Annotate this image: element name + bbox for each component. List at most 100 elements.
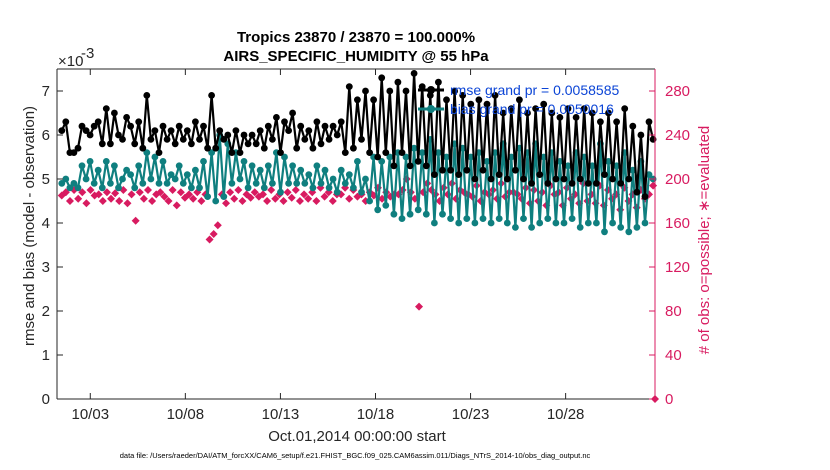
rmse-point (232, 127, 240, 134)
bias-point (544, 215, 552, 223)
rmse-point (374, 153, 382, 161)
rmse-point (609, 175, 616, 183)
rmse-point (366, 149, 373, 157)
rmse-point (86, 131, 94, 139)
bias-point (337, 166, 345, 174)
rmse-point (528, 180, 535, 187)
chart-subtitle: AIRS_SPECIFIC_HUMIDITY @ 55 hPa (223, 48, 489, 65)
rmse-point (94, 118, 102, 126)
y2-tick-label: 120 (665, 259, 690, 276)
rmse-point (135, 118, 143, 126)
obs-evaluated-marker (312, 197, 321, 205)
rmse-point (131, 140, 139, 148)
bias-point (123, 166, 130, 174)
rmse-point (354, 96, 361, 104)
bias-point (564, 162, 572, 170)
x-tick-label: 10/13 (262, 406, 300, 423)
bias-point (220, 193, 228, 201)
rmse-point (277, 149, 284, 157)
rmse-point (350, 144, 357, 152)
rmse-point (78, 122, 86, 130)
obs-evaluated-marker (209, 230, 218, 238)
legend-marker-bias (427, 105, 435, 113)
obs-evaluated-marker (279, 197, 288, 205)
obs-evaluated-marker (205, 235, 214, 244)
rmse-point (305, 127, 313, 134)
bias-point (418, 149, 426, 157)
obs-evaluated-marker (98, 197, 107, 205)
bias-point (358, 188, 365, 196)
obs-evaluated-marker (304, 194, 313, 203)
rmse-point (58, 127, 66, 134)
rmse-point (216, 127, 224, 134)
bias-point (455, 219, 463, 227)
obs-evaluated-marker (115, 197, 124, 205)
obs-evaluated-marker (156, 188, 165, 197)
bias-point (119, 175, 126, 183)
bias-point (183, 171, 191, 179)
bias-point (512, 224, 519, 231)
obs-evaluated-marker (295, 197, 304, 205)
rmse-point (297, 122, 305, 130)
rmse-point (179, 136, 187, 143)
obs-evaluated-marker (102, 188, 111, 197)
bias-point (333, 188, 341, 196)
rmse-point (503, 175, 511, 183)
rmse-point (516, 96, 523, 104)
rmse-point (471, 175, 479, 183)
bias-point (264, 162, 272, 170)
bias-point (236, 175, 244, 183)
bias-point (256, 166, 264, 174)
bias-point (188, 184, 195, 192)
rmse-point (621, 105, 629, 112)
rmse-point (613, 118, 620, 126)
obs-evaluated-marker (234, 186, 243, 194)
obs-evaluated-marker (135, 188, 144, 197)
rmse-point (475, 96, 483, 104)
bias-point (208, 149, 216, 157)
bias-point (447, 215, 454, 223)
rmse-point (512, 166, 519, 174)
rmse-point (212, 144, 220, 152)
bias-point (78, 162, 86, 170)
bias-point (479, 215, 487, 223)
rmse-point (617, 180, 625, 187)
rmse-point (309, 144, 317, 152)
rmse-point (119, 136, 126, 143)
rmse-point (641, 193, 649, 201)
bias-point (601, 228, 608, 236)
rmse-point (111, 109, 118, 117)
bias-point (398, 215, 406, 223)
bias-point (329, 175, 337, 183)
rmse-point (317, 140, 325, 148)
obs-evaluated-marker (74, 194, 83, 203)
rmse-point (487, 175, 495, 183)
rmse-point (459, 92, 467, 99)
rmse-point (139, 144, 147, 152)
bias-point (127, 171, 134, 179)
bias-point (439, 210, 446, 218)
obs-evaluated-marker (267, 186, 276, 194)
rmse-point (390, 162, 398, 170)
bias-point (471, 219, 479, 227)
obs-evaluated-marker (168, 186, 177, 194)
rmse-point (398, 149, 406, 157)
bias-point (260, 184, 268, 192)
rmse-point (422, 162, 430, 170)
rmse-point (560, 175, 568, 183)
bias-point (196, 184, 203, 192)
y2-tick-label: 160 (665, 215, 690, 232)
legend: rmse grand pr = 0.0058585 bias grand pr … (418, 82, 619, 117)
rmse-point (90, 122, 98, 130)
y-tick-label: 7 (42, 83, 50, 100)
footnote-data-file: data file: /Users/raeder/DAI/ATM_forcXX/… (120, 451, 591, 460)
obs-evaluated-marker (222, 199, 231, 208)
obs-evaluated-marker (197, 197, 206, 205)
bias-point (325, 184, 333, 192)
bias-point (212, 197, 220, 205)
bias-point (107, 180, 114, 187)
rmse-point (127, 122, 134, 130)
legend-label-rmse: rmse grand pr = 0.0058585 (450, 82, 619, 98)
bias-point (410, 144, 418, 152)
obs-evaluated-marker (287, 193, 296, 202)
